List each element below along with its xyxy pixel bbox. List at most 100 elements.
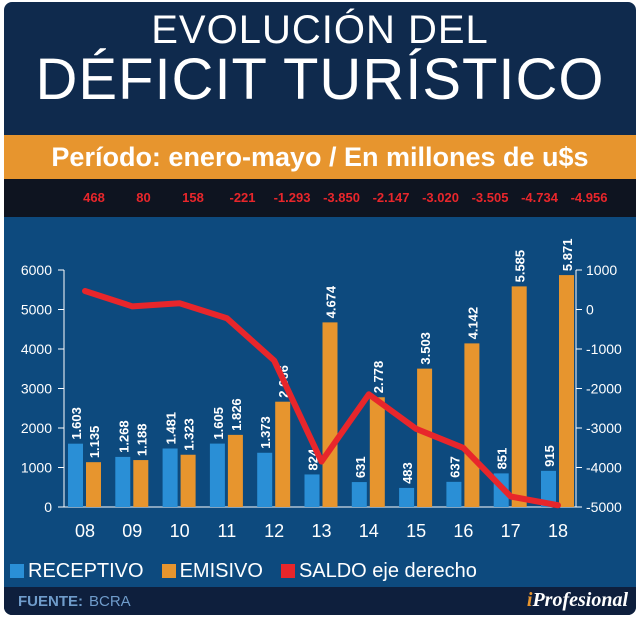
- bar-receptivo: [68, 443, 83, 507]
- data-label-receptivo: 631: [353, 456, 368, 478]
- chart: 0 1000 2000 3000 4000 5000 6000 -5000 -4000 -3000…: [21, 190, 622, 541]
- bar-emisivo: [464, 343, 480, 507]
- data-label-emisivo: 1.323: [182, 418, 197, 451]
- y2-tick-label: -5000: [586, 499, 622, 515]
- bar-receptivo: [162, 448, 178, 507]
- y2-tick-label: -2000: [586, 381, 622, 397]
- saldo-value: -221: [229, 190, 255, 205]
- saldo-value: 80: [136, 190, 150, 205]
- data-label-receptivo: 1.603: [69, 407, 84, 440]
- y2-tick-label: -4000: [586, 460, 622, 476]
- legend-receptivo: RECEPTIVO: [10, 560, 144, 583]
- source: FUENTE: BCRA: [18, 593, 131, 610]
- x-tick-label: 10: [170, 521, 190, 541]
- legend-label: SALDO eje derecho: [298, 560, 477, 582]
- saldo-value: 158: [182, 190, 204, 205]
- y-tick-label: 3000: [21, 381, 52, 397]
- bar-emisivo: [322, 322, 338, 507]
- data-label-emisivo: 1.188: [134, 424, 149, 457]
- chart-background: [4, 217, 636, 587]
- data-label-receptivo: 915: [542, 445, 557, 467]
- bar-receptivo: [399, 487, 415, 507]
- x-tick-label: 17: [501, 521, 521, 541]
- y2-tick-label: -1000: [586, 341, 622, 357]
- data-label-emisivo: 4.674: [324, 285, 339, 318]
- saldo-value: -2.147: [373, 190, 410, 205]
- logo-text: Profesional: [532, 589, 628, 611]
- data-label-emisivo: 2.778: [371, 361, 386, 394]
- y-tick-label: 0: [44, 499, 52, 515]
- saldo-line: [82, 288, 561, 509]
- bar-emisivo: [559, 275, 574, 507]
- x-tick-label: 15: [406, 521, 426, 541]
- saldo-value: -1.293: [274, 190, 311, 205]
- legend-label: RECEPTIVO: [28, 560, 144, 582]
- y2-tick-label: 0: [586, 302, 594, 318]
- data-label-receptivo: 1.481: [164, 412, 179, 445]
- data-label-receptivo: 483: [400, 462, 415, 484]
- legend: RECEPTIVO EMISIVO SALDO eje derecho: [10, 560, 477, 583]
- bar-emisivo: [227, 434, 243, 507]
- y-tick-label: 1000: [21, 460, 52, 476]
- infographic-panel: EVOLUCIÓN DEL DÉFICIT TURÍSTICO Período:…: [4, 2, 636, 615]
- x-tick-label: 14: [359, 521, 379, 541]
- x-tick-label: 11: [218, 521, 237, 541]
- legend-swatch-emisivo: [161, 564, 176, 578]
- data-label-emisivo: 5.871: [560, 239, 575, 272]
- title-line-1: EVOLUCIÓN DEL: [151, 8, 489, 52]
- saldo-value: 468: [83, 190, 105, 205]
- bar-receptivo: [541, 470, 556, 507]
- x-tick-label: 09: [122, 521, 142, 541]
- bar-emisivo: [86, 462, 101, 507]
- data-label-emisivo: 5.585: [513, 250, 528, 283]
- bar-receptivo: [304, 474, 320, 507]
- y-tick-label: 5000: [21, 302, 52, 318]
- bar-receptivo: [446, 481, 462, 507]
- saldo-value: -3.850: [323, 190, 360, 205]
- bar-receptivo: [115, 456, 131, 507]
- subtitle-band: Período: enero-mayo / En millones de u$s: [4, 135, 636, 179]
- x-tick-label: 08: [75, 521, 95, 541]
- x-tick-label: 13: [311, 521, 331, 541]
- saldo-value: -3.020: [422, 190, 459, 205]
- bar-receptivo: [209, 443, 225, 507]
- source-label: FUENTE:: [18, 593, 83, 610]
- data-label-emisivo: 1.826: [229, 398, 244, 431]
- x-tick-label: 18: [548, 521, 568, 541]
- y-tick-label: 6000: [21, 262, 52, 278]
- data-label-emisivo: 4.142: [465, 307, 480, 340]
- bar-emisivo: [369, 397, 385, 507]
- saldo-value: -3.505: [472, 190, 509, 205]
- title-line-2: DÉFICIT TURÍSTICO: [35, 47, 605, 112]
- legend-emisivo: EMISIVO: [161, 560, 263, 583]
- logo-i: i: [526, 589, 533, 611]
- bar-emisivo: [511, 286, 527, 507]
- data-label-receptivo: 1.373: [258, 416, 273, 449]
- bar-emisivo: [180, 454, 196, 507]
- legend-swatch-saldo: [280, 564, 295, 578]
- bar-emisivo: [275, 401, 291, 507]
- bar-emisivo: [417, 368, 433, 507]
- saldo-values-row: [4, 179, 636, 217]
- source-value: BCRA: [89, 593, 131, 610]
- data-label-receptivo: 1.605: [211, 407, 226, 440]
- y-tick-label: 2000: [21, 420, 52, 436]
- x-tick-label: 12: [264, 521, 284, 541]
- data-label-emisivo: 3.503: [418, 332, 433, 365]
- legend-label: EMISIVO: [179, 560, 263, 582]
- footer: FUENTE: BCRA iProfesional: [4, 587, 636, 615]
- saldo-value: -4.956: [571, 190, 608, 205]
- x-tick-label: 16: [453, 521, 473, 541]
- legend-saldo: SALDO eje derecho: [280, 560, 477, 583]
- bar-receptivo: [257, 452, 273, 507]
- data-label-receptivo: 1.268: [116, 420, 131, 453]
- bar-receptivo: [351, 482, 367, 507]
- y-tick-label: 4000: [21, 341, 52, 357]
- data-label-emisivo: 1.135: [87, 426, 102, 459]
- bar-emisivo: [133, 460, 149, 507]
- iprofesional-logo: iProfesional: [527, 589, 628, 612]
- legend-swatch-receptivo: [10, 564, 24, 578]
- data-label-receptivo: 851: [495, 448, 510, 470]
- y2-tick-label: -3000: [586, 420, 622, 436]
- saldo-value: -4.734: [521, 190, 559, 205]
